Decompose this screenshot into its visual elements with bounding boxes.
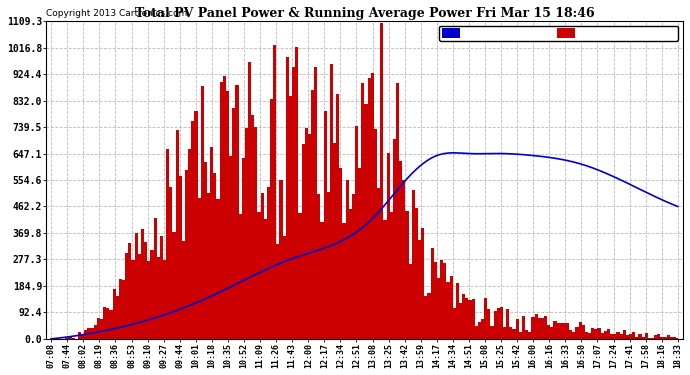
Title: Total PV Panel Power & Running Average Power Fri Mar 15 18:46: Total PV Panel Power & Running Average P… — [135, 7, 594, 20]
Legend: Average  (DC Watts), PV Panels  (DC Watts): Average (DC Watts), PV Panels (DC Watts) — [439, 26, 678, 41]
Text: Copyright 2013 Cartronics.com: Copyright 2013 Cartronics.com — [46, 9, 188, 18]
